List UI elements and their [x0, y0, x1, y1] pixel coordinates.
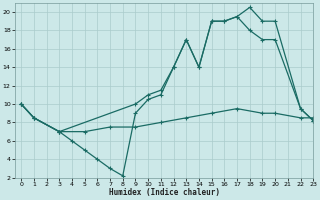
X-axis label: Humidex (Indice chaleur): Humidex (Indice chaleur): [108, 188, 220, 197]
